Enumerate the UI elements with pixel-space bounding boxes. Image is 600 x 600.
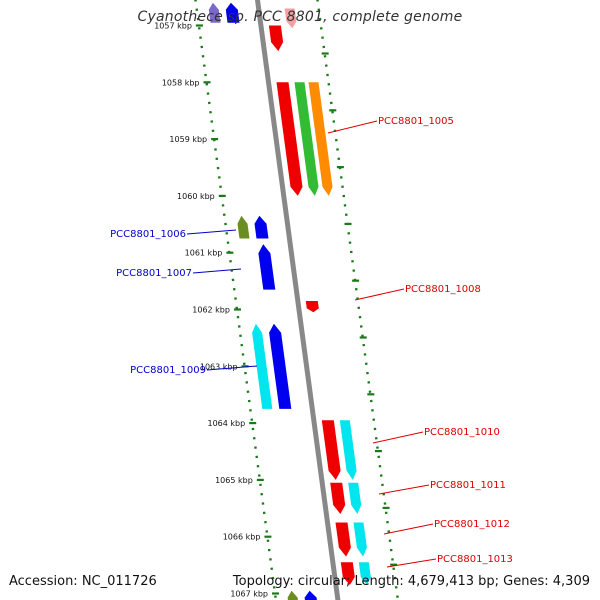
gene-feature-reverse-gene[interactable] [268,25,284,52]
gene-label[interactable]: PCC8801_1007 [116,268,192,279]
gene-label[interactable]: PCC8801_1011 [430,480,506,491]
scale-tick-label: 1060 kbp [177,192,215,201]
gene-leader-line [386,558,437,568]
scale-tick-label: 1057 kbp [154,22,192,31]
gene-feature-reverse-cog2[interactable] [308,82,333,196]
gene-label[interactable]: PCC8801_1012 [434,519,510,530]
gene-label[interactable]: PCC8801_1005 [378,116,454,127]
gene-feature-forward-gene[interactable] [254,215,269,239]
outer-dotted-ring [194,0,278,600]
gene-label[interactable]: PCC8801_1009 [130,365,206,376]
gene-feature-reverse-gene[interactable] [305,301,319,313]
gene-label[interactable]: PCC8801_1010 [424,427,500,438]
genome-backbone [254,0,341,600]
gene-feature-forward-gene[interactable] [304,590,319,600]
gene-feature-forward-gene[interactable] [258,244,276,290]
gene-leader-line [383,523,434,535]
gene-leader-line [327,120,378,134]
scale-tick-label: 1065 kbp [215,476,253,485]
gene-label[interactable]: PCC8801_1008 [405,284,481,295]
gene-feature-reverse-gene[interactable] [340,562,355,585]
accession-text: Accession: NC_011726 [9,574,157,589]
scale-tick-label: 1066 kbp [223,533,261,542]
gene-leader-line [186,229,237,235]
gene-label[interactable]: PCC8801_1013 [437,554,513,565]
gene-leader-line [372,431,424,444]
scale-tick-label: 1059 kbp [169,135,207,144]
inner-dotted-ring [316,0,400,600]
gene-feature-reverse-cog[interactable] [353,522,367,557]
gene-feature-reverse-cog[interactable] [339,420,357,480]
gene-feature-forward-cog[interactable] [252,323,273,409]
scale-tick-label: 1067 kbp [230,590,268,599]
gene-feature-reverse-gene[interactable] [321,420,341,480]
gene-feature-reverse-cog[interactable] [294,82,319,196]
scale-tick-label: 1062 kbp [192,306,230,315]
gene-feature-reverse-gene[interactable] [276,82,303,196]
backbone-layer [254,0,341,600]
gene-leader-line [192,268,242,274]
gene-leader-line [354,288,405,301]
scale-tick-label: 1063 kbp [200,362,238,371]
gene-feature-reverse-gene[interactable] [330,482,346,514]
gene-label-layer: PCC8801_1005 PCC8801_1006 PCC8801_1007 PCC8… [110,116,513,568]
gene-feature-forward-cog[interactable] [287,590,300,600]
gene-feature-forward-gene[interactable] [269,323,292,409]
gene-label[interactable]: PCC8801_1006 [110,229,186,240]
gene-feature-reverse-cog[interactable] [348,482,362,514]
gene-feature-forward-gene[interactable] [225,2,240,23]
gene-leader-line [378,484,430,495]
feature-layer [208,2,371,600]
scale-tick-label: 1058 kbp [162,78,200,87]
scale-tick-label: 1064 kbp [207,419,245,428]
gene-feature-forward-cog[interactable] [237,215,250,239]
page-title: Cyanothece sp. PCC 8801, complete genome [137,9,463,25]
gene-feature-forward-cog[interactable] [208,2,221,23]
scale-tick-label: 1061 kbp [185,249,223,258]
gene-feature-reverse-cog[interactable] [358,562,371,585]
gene-leader-line [206,365,258,371]
genome-summary-text: Topology: circular; Length: 4,679,413 bp… [232,574,590,589]
gene-feature-reverse-gene[interactable] [335,522,351,557]
tick-layer: 1057 kbp 1058 kbp 1059 kbp 1060 kbp 1061 kbp… [154,0,400,600]
gene-feature-reverse-cog[interactable] [284,8,297,29]
